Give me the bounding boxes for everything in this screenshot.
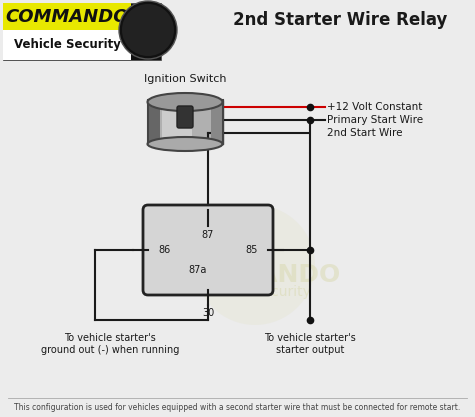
Text: COMMANDO: COMMANDO xyxy=(170,263,341,287)
Text: Vehicle Security: Vehicle Security xyxy=(14,38,121,50)
Circle shape xyxy=(119,1,177,59)
Ellipse shape xyxy=(148,137,222,151)
Text: 2nd Starter Wire Relay: 2nd Starter Wire Relay xyxy=(233,11,447,29)
Text: COMMANDO: COMMANDO xyxy=(5,8,129,26)
Ellipse shape xyxy=(148,93,222,111)
FancyBboxPatch shape xyxy=(148,100,222,144)
FancyBboxPatch shape xyxy=(148,100,160,144)
Text: To vehicle starter's
ground out (-) when running: To vehicle starter's ground out (-) when… xyxy=(41,333,179,354)
FancyBboxPatch shape xyxy=(162,100,191,144)
Text: 86: 86 xyxy=(158,245,170,255)
Text: Vehicle Security: Vehicle Security xyxy=(200,285,311,299)
Text: Ignition Switch: Ignition Switch xyxy=(144,74,226,84)
FancyBboxPatch shape xyxy=(3,30,131,60)
Text: 2nd Start Wire: 2nd Start Wire xyxy=(327,128,402,138)
FancyBboxPatch shape xyxy=(143,205,273,295)
Text: Primary Start Wire: Primary Start Wire xyxy=(327,115,423,125)
FancyBboxPatch shape xyxy=(177,106,193,128)
Text: 87: 87 xyxy=(202,230,214,240)
Text: +12 Volt Constant: +12 Volt Constant xyxy=(327,102,422,112)
FancyBboxPatch shape xyxy=(3,3,161,60)
FancyBboxPatch shape xyxy=(3,3,131,30)
Text: 30: 30 xyxy=(202,308,214,318)
Circle shape xyxy=(122,4,174,56)
Text: 87a: 87a xyxy=(189,265,207,275)
Text: 85: 85 xyxy=(246,245,258,255)
FancyBboxPatch shape xyxy=(210,100,222,144)
Text: To vehicle starter's
starter output: To vehicle starter's starter output xyxy=(264,333,356,354)
Circle shape xyxy=(195,205,315,325)
Text: This configuration is used for vehicles equipped with a second starter wire that: This configuration is used for vehicles … xyxy=(14,404,460,412)
